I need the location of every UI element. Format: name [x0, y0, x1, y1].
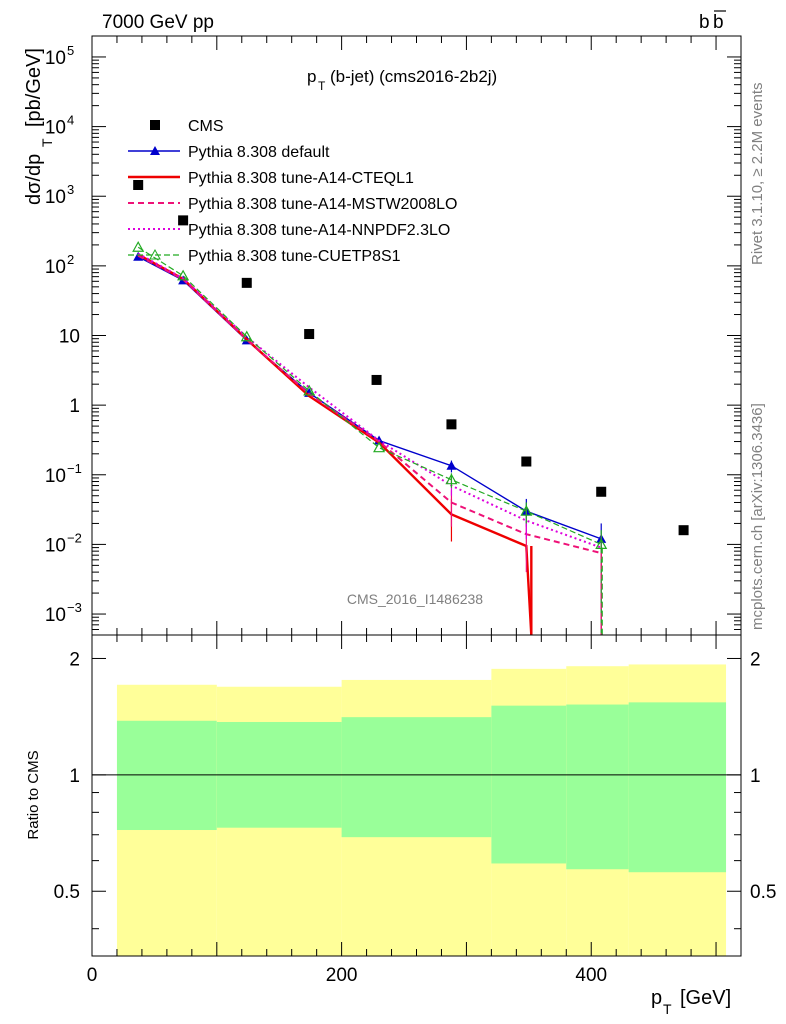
- ratio-uncertainty-bands: [116, 664, 727, 956]
- ratio-y-tick-label: 1: [69, 766, 80, 787]
- cms-data-point: [178, 215, 189, 226]
- series-marker: [520, 504, 533, 516]
- x-tick-label: 400: [575, 965, 607, 986]
- main-y-tick-label: 10: [45, 257, 66, 278]
- legend-entry: CMS: [188, 118, 224, 135]
- ratio-y-tick-label-right: 0.5: [750, 882, 776, 903]
- main-y-tick-label: 10: [45, 466, 66, 487]
- cms-data-point: [304, 329, 315, 340]
- main-y-tick-exponent: −3: [67, 600, 82, 615]
- main-y-tick-label: 10: [45, 605, 66, 626]
- x-tick-label: 0: [87, 965, 98, 986]
- series-line-3: [137, 252, 602, 549]
- series-marker: [445, 473, 458, 485]
- rivet-label: Rivet 3.1.10, ≥ 2.2M events: [749, 83, 766, 266]
- main-y-tick-label: 10: [45, 535, 66, 556]
- legend: CMS Pythia 8.308 default Pythia 8.308 tune…: [128, 118, 457, 265]
- green-band-bin: [628, 702, 727, 873]
- legend-marker-cms: [150, 120, 160, 130]
- xlabel-p: p: [651, 987, 662, 1009]
- process-bbar: b: [713, 12, 724, 33]
- title-sub: T: [318, 79, 326, 93]
- series-marker: [240, 330, 253, 342]
- analysis-watermark: CMS_2016_I1486238: [347, 591, 483, 607]
- series-marker: [303, 384, 316, 396]
- main-y-tick-exponent: 4: [67, 113, 74, 128]
- main-y-tick-exponent: 3: [67, 182, 74, 197]
- legend-entry: Pythia 8.308 default: [188, 144, 330, 161]
- title-rest: (b-jet) (cms2016-2b2j): [330, 67, 497, 86]
- cms-data-point: [446, 419, 457, 430]
- xlabel-sub: T: [663, 1001, 672, 1017]
- main-y-tick-label: 10: [45, 48, 66, 69]
- series-marker: [595, 538, 608, 550]
- ratio-y-tick-label-right: 1: [750, 766, 761, 787]
- cms-data-point: [678, 525, 689, 536]
- process-b: b: [699, 12, 710, 33]
- legend-entry: Pythia 8.308 tune-A14-NNPDF2.3LO: [188, 222, 450, 239]
- ratio-y-axis-title: Ratio to CMS: [25, 750, 42, 839]
- series-marker: [177, 269, 190, 281]
- legend-marker: [150, 146, 160, 155]
- title-p: p: [307, 67, 316, 86]
- main-y-tick-label: 10: [45, 118, 66, 139]
- main-y-tick-label: 1: [69, 396, 80, 417]
- series-line-1: [137, 253, 533, 636]
- xlabel-unit: [GeV]: [680, 987, 731, 1009]
- ratio-y-tick-label: 2: [69, 649, 80, 670]
- legend-entry: Pythia 8.308 tune-A14-MSTW2008LO: [188, 196, 457, 213]
- main-y-tick-exponent: −1: [67, 461, 82, 476]
- cms-data-point: [521, 456, 532, 467]
- axis-ticks: [91, 35, 742, 956]
- main-y-tick-label: 10: [45, 187, 66, 208]
- main-y-tick-exponent: 2: [67, 252, 74, 267]
- legend-entry: Pythia 8.308 tune-A14-CTEQL1: [188, 170, 414, 187]
- ylabel-unit: [pb/GeV]: [23, 48, 45, 127]
- series-marker: [446, 460, 457, 470]
- process-label: b b: [699, 10, 726, 33]
- ylabel-sub: T: [39, 138, 55, 147]
- green-band-bin: [116, 720, 217, 831]
- main-y-tick-exponent: −2: [67, 530, 82, 545]
- legend-marker: [149, 248, 161, 260]
- series-line-4: [137, 246, 602, 545]
- source-label: mcplots.cern.ch [arXiv:1306.3436]: [749, 403, 766, 630]
- cms-data-point: [371, 374, 382, 385]
- series-marker: [373, 441, 386, 453]
- green-band-bin: [491, 705, 567, 864]
- ratio-y-tick-label: 0.5: [54, 882, 80, 903]
- green-band-bin: [566, 704, 629, 870]
- x-tick-label: 200: [326, 965, 358, 986]
- legend-entry: Pythia 8.308 tune-CUETP8S1: [188, 248, 401, 265]
- ratio-y-tick-label-right: 2: [750, 649, 761, 670]
- cms-data-point: [241, 277, 252, 288]
- ylabel-top: dσ/dp: [23, 154, 45, 205]
- main-y-tick-exponent: 5: [67, 43, 74, 58]
- series-marker: [132, 241, 145, 252]
- series-line-0: [137, 256, 602, 540]
- main-y-tick-label: 10: [59, 327, 80, 348]
- green-band-bin: [341, 717, 492, 838]
- beam-label: 7000 GeV pp: [102, 12, 214, 33]
- series-line-2: [137, 254, 602, 555]
- main-y-axis-title: dσ/dp T [pb/GeV]: [23, 48, 55, 205]
- x-axis-title: p T [GeV]: [651, 987, 731, 1017]
- cms-data-point: [133, 179, 144, 190]
- cms-data-point: [596, 486, 607, 497]
- mc-series-lines: [132, 241, 608, 636]
- cms-data-points: [133, 179, 689, 536]
- plot-title: p T (b-jet) (cms2016-2b2j): [307, 67, 497, 93]
